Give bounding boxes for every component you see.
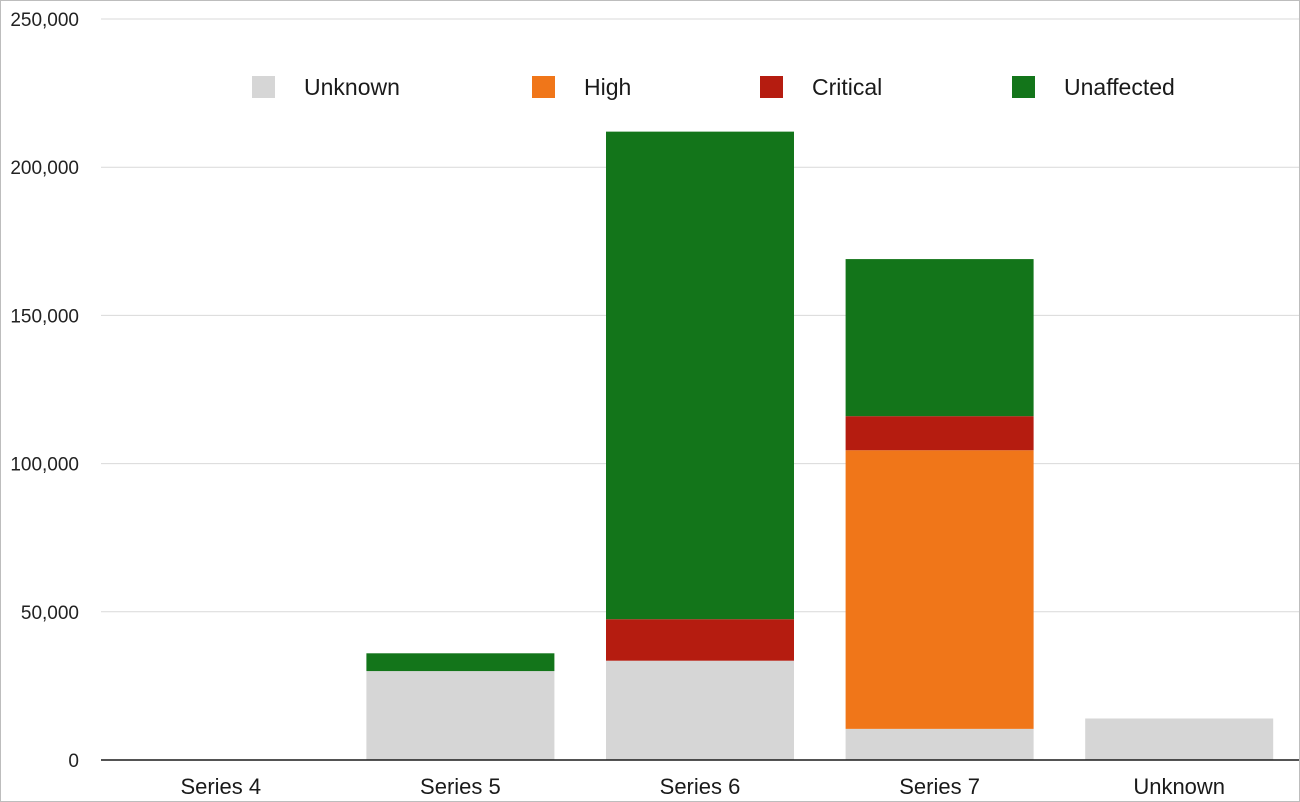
x-category-label: Series 7 — [899, 774, 980, 799]
legend-swatch — [532, 76, 555, 98]
legend-label: Critical — [812, 74, 882, 100]
bars — [366, 131, 1274, 760]
x-category-label: Unknown — [1133, 774, 1225, 799]
bar-segment-critical-series-6 — [606, 619, 794, 661]
bar-segment-unaffected-series-5 — [366, 653, 555, 672]
x-category-label: Series 6 — [660, 774, 741, 799]
bar-segment-unknown-unknown — [1085, 718, 1274, 760]
x-category-label: Series 4 — [180, 774, 261, 799]
x-category-label: Series 5 — [420, 774, 501, 799]
legend-label: Unaffected — [1064, 74, 1175, 100]
y-tick-label: 0 — [68, 751, 79, 772]
x-axis-category-labels: Series 4 Series 5 Series 6 Series 7 Unknown — [180, 774, 1225, 799]
y-tick-label: 250,000 — [10, 10, 79, 31]
bar-segment-critical-series-7 — [845, 416, 1034, 451]
bar-segment-unknown-series-6 — [606, 660, 794, 760]
bar-segment-unaffected-series-7 — [845, 259, 1034, 417]
legend: Unknown High Critical Unaffected — [252, 74, 1175, 100]
legend-label: Unknown — [304, 74, 400, 100]
legend-swatch — [1012, 76, 1035, 98]
y-tick-label: 100,000 — [10, 455, 79, 476]
bar-segment-high-series-7 — [845, 450, 1034, 729]
y-tick-label: 150,000 — [10, 306, 79, 327]
bar-segment-unknown-series-7 — [845, 728, 1034, 760]
legend-swatch — [760, 76, 783, 98]
y-tick-label: 50,000 — [21, 603, 79, 624]
y-tick-label: 200,000 — [10, 158, 79, 179]
legend-swatch — [252, 76, 275, 98]
bar-segment-unaffected-series-6 — [606, 131, 794, 620]
bar-segment-unknown-series-5 — [366, 671, 555, 760]
y-axis-tick-labels: 0 50,000 100,000 150,000 200,000 250,000 — [10, 10, 79, 772]
legend-label: High — [584, 74, 631, 100]
